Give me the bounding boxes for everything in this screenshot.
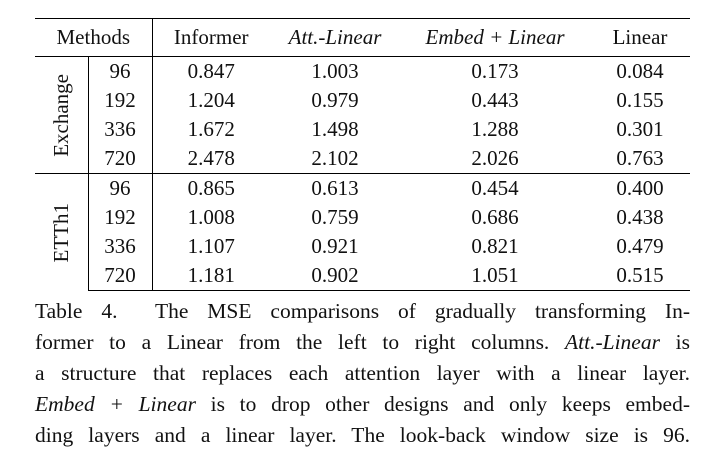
header-cell: Linear	[590, 18, 690, 57]
value-cell: 1.181	[152, 261, 270, 291]
value-cell: 1.051	[400, 261, 590, 291]
table-row: ETTh1 96 0.865 0.613 0.454 0.400	[35, 173, 690, 291]
horizon-cell: 720	[87, 144, 153, 174]
horizon-cell: 96	[87, 56, 153, 86]
header-cell: Embed + Linear	[400, 18, 590, 57]
value-cell: 1.288	[471, 117, 519, 141]
caption-text: a structure that replaces each attention…	[35, 361, 690, 385]
header-cell: Methods	[35, 18, 153, 57]
value-cell: 0.515	[590, 261, 690, 291]
caption-text: is	[659, 330, 690, 354]
caption-text: is to drop other designs and only keeps …	[195, 392, 690, 416]
value-cell: 0.686	[471, 205, 519, 229]
value-cell: 0.479	[616, 234, 664, 258]
caption-text: former to a Linear from the left to righ…	[35, 330, 565, 354]
value-cell: 0.454	[400, 173, 590, 203]
horizon-cell: 336	[87, 232, 153, 261]
table-group: ETTh1 96 0.865 0.613 0.454 0.400 192 1.008 0.759…	[35, 173, 690, 291]
group-label: ETTh1	[48, 202, 73, 262]
table-row: 720 2.478 2.102 2.026 0.763	[35, 144, 690, 174]
table-row: 336 1.107 0.921 0.821 0.479	[35, 232, 690, 261]
value-cell: 0.902	[270, 261, 400, 291]
value-cell: 0.865	[152, 173, 270, 203]
horizon-cell: 192	[87, 86, 153, 115]
header-row: Methods Informer Att.-Linear Embed + Lin…	[35, 18, 690, 57]
value-cell: 0.979	[311, 88, 359, 112]
horizon-cell: 720	[87, 261, 153, 291]
horizon-cell: 192	[87, 203, 153, 232]
value-cell: 1.672	[187, 117, 235, 141]
value-cell: 0.763	[616, 146, 664, 170]
value-cell: 0.759	[311, 205, 359, 229]
caption-italic: Att.-Linear	[565, 330, 660, 354]
value-cell: 1.008	[187, 205, 235, 229]
caption-line: Embed + Linear is to drop other designs …	[35, 389, 690, 420]
group-label: Exchange	[48, 73, 73, 157]
group-cell: ETTh1	[35, 173, 88, 291]
value-cell: 0.921	[311, 234, 359, 258]
caption-text: ding layers and a linear layer. The look…	[35, 423, 690, 447]
table-header: Methods Informer Att.-Linear Embed + Lin…	[35, 18, 690, 57]
value-cell: 2.478	[187, 146, 235, 170]
value-cell: 2.102	[311, 146, 359, 170]
header-cell: Informer	[152, 18, 270, 57]
caption-line: Table 4. The MSE comparisons of graduall…	[35, 296, 690, 327]
table-row: Exchange 96 0.847 1.003 0.173 0.084	[35, 56, 690, 174]
horizon-cell: 96	[87, 173, 153, 203]
group-cell: Exchange	[35, 56, 88, 174]
caption: Table 4. The MSE comparisons of graduall…	[35, 296, 690, 451]
caption-italic: Embed + Linear	[35, 392, 196, 416]
value-cell: 0.443	[471, 88, 519, 112]
value-cell: 0.847	[152, 56, 270, 86]
value-cell: 0.400	[590, 173, 690, 203]
caption-text: Table 4. The MSE comparisons of graduall…	[35, 299, 690, 323]
value-cell: 2.026	[471, 146, 519, 170]
table-row: 336 1.672 1.498 1.288 0.301	[35, 115, 690, 144]
results-table: Methods Informer Att.-Linear Embed + Lin…	[35, 18, 690, 291]
value-cell: 1.003	[270, 56, 400, 86]
horizon-cell: 336	[87, 115, 153, 144]
value-cell: 0.155	[616, 88, 664, 112]
value-cell: 0.613	[270, 173, 400, 203]
value-cell: 0.438	[616, 205, 664, 229]
caption-line: ding layers and a linear layer. The look…	[35, 420, 690, 451]
value-cell: 0.301	[616, 117, 664, 141]
value-cell: 0.173	[400, 56, 590, 86]
value-cell: 0.084	[590, 56, 690, 86]
value-cell: 1.204	[187, 88, 235, 112]
table-row: 720 1.181 0.902 1.051 0.515	[35, 261, 690, 291]
value-cell: 1.107	[187, 234, 235, 258]
table-group: Exchange 96 0.847 1.003 0.173 0.084 192 1.204 0.…	[35, 56, 690, 174]
header-cell: Att.-Linear	[270, 18, 400, 57]
caption-line: a structure that replaces each attention…	[35, 358, 690, 389]
caption-line: former to a Linear from the left to righ…	[35, 327, 690, 358]
value-cell: 1.498	[311, 117, 359, 141]
table-row: 192 1.008 0.759 0.686 0.438	[35, 203, 690, 232]
table-row: 192 1.204 0.979 0.443 0.155	[35, 86, 690, 115]
value-cell: 0.821	[471, 234, 519, 258]
